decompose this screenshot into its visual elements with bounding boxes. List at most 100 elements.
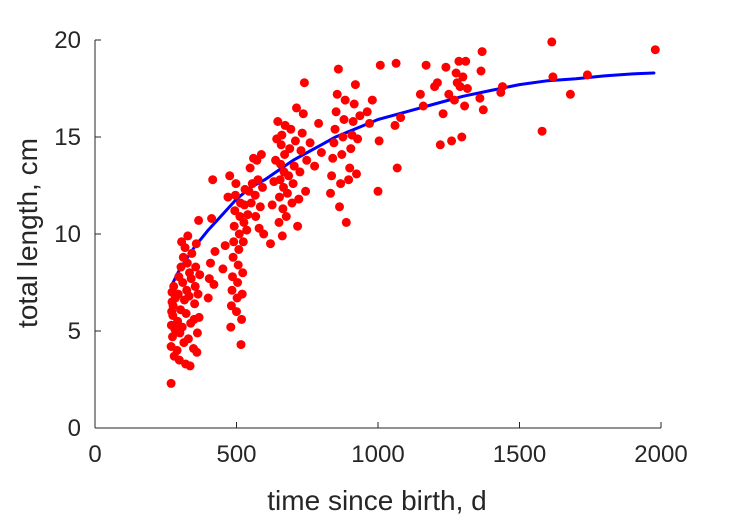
data-point: [173, 289, 183, 299]
data-point: [273, 117, 283, 126]
data-point: [284, 171, 294, 181]
data-point: [206, 258, 215, 268]
data-point: [365, 118, 374, 128]
data-point: [353, 134, 363, 144]
data-point: [331, 107, 341, 117]
data-point: [418, 101, 428, 111]
data-point: [203, 293, 213, 303]
data-point: [330, 124, 340, 134]
x-tick-label: 0: [88, 441, 101, 468]
data-point: [438, 109, 448, 119]
data-point: [460, 101, 470, 111]
data-point: [432, 78, 442, 88]
data-point: [441, 62, 451, 72]
data-point: [276, 159, 286, 169]
data-point: [228, 252, 238, 262]
data-point: [193, 289, 203, 299]
data-point: [168, 332, 177, 342]
y-tick-label: 5: [68, 318, 81, 345]
data-point: [184, 291, 194, 301]
data-point: [375, 60, 385, 70]
data-point: [362, 107, 372, 117]
data-point: [348, 117, 358, 126]
data-point: [192, 347, 202, 357]
data-point: [340, 95, 350, 105]
data-point: [239, 217, 249, 227]
data-point: [350, 80, 360, 90]
data-point: [333, 64, 343, 74]
data-point: [286, 124, 296, 134]
data-point: [314, 118, 324, 128]
data-point: [298, 109, 308, 119]
data-point: [650, 45, 660, 55]
data-point: [223, 192, 233, 202]
data-point: [478, 105, 488, 115]
data-point: [183, 231, 193, 241]
data-point: [251, 212, 261, 221]
data-point: [415, 89, 425, 99]
data-point: [238, 268, 248, 278]
x-tick-label: 2000: [634, 441, 687, 468]
data-point: [253, 175, 263, 185]
data-point: [344, 175, 354, 185]
data-point: [396, 113, 406, 123]
data-point: [230, 206, 240, 216]
data-point: [565, 89, 575, 99]
data-point: [338, 132, 348, 142]
data-point: [207, 214, 217, 223]
data-point: [328, 153, 338, 163]
data-point: [457, 132, 467, 142]
data-point: [266, 239, 275, 249]
x-axis-label: time since birth, d: [267, 485, 486, 516]
data-point: [210, 247, 220, 256]
data-point: [218, 264, 228, 274]
data-point: [208, 175, 218, 185]
data-point: [392, 163, 402, 173]
data-point: [228, 272, 237, 282]
data-point: [278, 204, 288, 214]
data-point: [455, 82, 465, 92]
x-tick-label: 1000: [351, 441, 404, 468]
y-tick-label: 20: [54, 27, 81, 54]
data-point: [391, 58, 401, 68]
data-point: [498, 82, 507, 92]
data-point: [255, 202, 265, 212]
data-point: [250, 190, 260, 200]
data-point: [275, 192, 284, 202]
data-point: [226, 301, 236, 311]
x-tick-label: 500: [216, 441, 256, 468]
data-point: [172, 345, 182, 355]
data-point: [259, 229, 269, 239]
data-point: [231, 179, 241, 189]
data-point: [335, 202, 344, 212]
data-point: [227, 285, 237, 295]
data-point: [537, 126, 547, 136]
data-point: [238, 237, 248, 247]
data-point: [316, 148, 326, 157]
data-point: [236, 340, 246, 350]
data-point: [281, 212, 291, 221]
data-point: [477, 47, 487, 57]
data-point: [192, 328, 202, 338]
data-point: [183, 334, 193, 344]
data-point: [582, 70, 592, 80]
data-point: [435, 140, 445, 150]
data-point: [185, 361, 195, 371]
data-point: [302, 155, 312, 165]
data-point: [242, 225, 252, 235]
data-point: [166, 378, 176, 388]
data-point: [454, 56, 464, 66]
data-point: [289, 161, 299, 171]
data-point: [461, 56, 471, 66]
data-point: [277, 231, 287, 241]
data-point: [186, 274, 196, 284]
data-point: [237, 289, 247, 299]
data-point: [225, 171, 235, 181]
data-point: [290, 136, 300, 146]
data-point: [444, 89, 454, 99]
data-point: [421, 60, 431, 70]
data-point: [297, 128, 307, 138]
data-point: [275, 175, 285, 185]
y-tick-label: 10: [54, 221, 81, 248]
